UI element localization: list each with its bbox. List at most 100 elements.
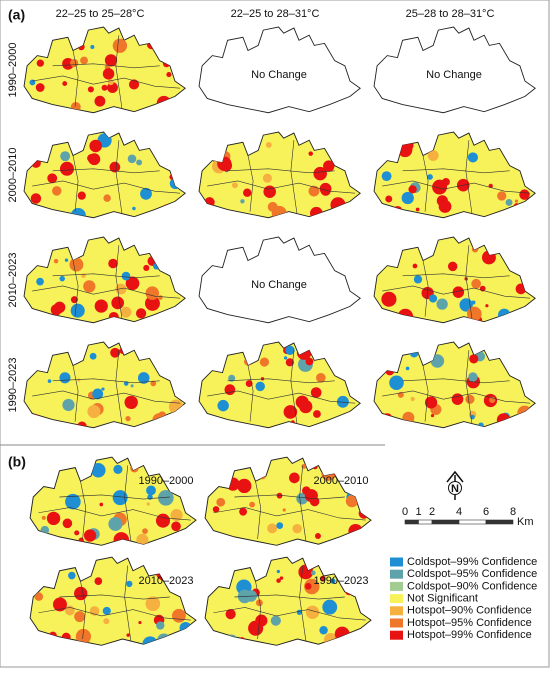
map bbox=[204, 556, 372, 646]
hotspot-patch bbox=[481, 250, 496, 265]
hotspot-patch bbox=[47, 173, 58, 184]
district-line bbox=[32, 390, 181, 404]
hotspot-patch bbox=[52, 186, 62, 196]
scale-unit: Km bbox=[517, 516, 534, 528]
hotspot-patch bbox=[323, 160, 335, 172]
scale-segment bbox=[431, 519, 460, 525]
district-line bbox=[72, 365, 79, 422]
hotspot-patch bbox=[507, 210, 515, 217]
district-line bbox=[213, 507, 366, 521]
district-line bbox=[80, 481, 87, 540]
hotspot-patch bbox=[471, 300, 476, 305]
hotspot-patch bbox=[136, 533, 149, 546]
hotspot-patch bbox=[224, 384, 236, 396]
hotspot-patch bbox=[401, 191, 414, 205]
hotspot-patch bbox=[94, 95, 106, 107]
scale-segment bbox=[485, 519, 514, 525]
hotspot-patch bbox=[28, 417, 40, 428]
scale-tick-label: 4 bbox=[456, 506, 462, 518]
hotspot-patch bbox=[302, 486, 311, 495]
hotspot-patch bbox=[257, 471, 267, 480]
map bbox=[373, 131, 536, 219]
district-line bbox=[247, 365, 254, 422]
hotspot-patch bbox=[29, 79, 36, 86]
hotspot-patch bbox=[89, 139, 102, 153]
hotspot-patch bbox=[237, 478, 252, 494]
hotspot-patch bbox=[126, 580, 133, 588]
hotspot-patch bbox=[53, 258, 59, 264]
hotspot-patch bbox=[316, 372, 326, 383]
hotspot-patch bbox=[381, 353, 395, 368]
hotspot-patch bbox=[29, 141, 45, 156]
hotspot-patch bbox=[140, 187, 152, 200]
hotspot-patch bbox=[436, 298, 448, 310]
hotspot-patch bbox=[62, 398, 75, 412]
hotspot-patch bbox=[101, 387, 105, 391]
hotspot-patch bbox=[382, 416, 389, 423]
hotspot-patch bbox=[255, 614, 268, 627]
hotspot-patch bbox=[91, 463, 106, 478]
hotspot-patch bbox=[519, 189, 530, 200]
hotspot-patch bbox=[161, 134, 176, 149]
hotspot-patch bbox=[170, 509, 183, 522]
hotspot-patch bbox=[276, 492, 283, 499]
map-period-label: 2010–2023 bbox=[138, 575, 193, 587]
hotspot-patch bbox=[172, 608, 186, 623]
scale-segment bbox=[418, 519, 433, 525]
hotspot-patch bbox=[289, 472, 300, 484]
hotspot-patch bbox=[113, 464, 123, 474]
patches bbox=[40, 463, 188, 546]
hotspot-patch bbox=[36, 59, 44, 67]
district-line bbox=[72, 50, 79, 107]
hotspot-patch bbox=[87, 86, 94, 93]
hotspot-patch bbox=[255, 599, 263, 607]
hotspot-patch bbox=[172, 560, 187, 575]
hotspot-patch bbox=[40, 525, 50, 535]
hotspot-patch bbox=[465, 394, 475, 404]
hotspot-patch bbox=[44, 360, 50, 366]
district-line bbox=[402, 378, 510, 384]
hotspot-patch bbox=[240, 199, 245, 204]
hotspot-patch bbox=[128, 79, 140, 90]
hotspot-patch bbox=[125, 276, 140, 291]
hotspot-patch bbox=[124, 395, 138, 410]
hotspot-patch bbox=[319, 625, 328, 635]
hotspot-patch bbox=[385, 195, 393, 203]
hotspot-patch bbox=[503, 250, 510, 257]
hotspot-patch bbox=[410, 396, 415, 402]
hotspot-patch bbox=[102, 68, 115, 80]
hotspot-patch bbox=[102, 606, 111, 615]
hotspot-patch bbox=[243, 188, 252, 197]
north-circle bbox=[448, 481, 462, 495]
map bbox=[204, 456, 372, 546]
hotspot-patch bbox=[158, 490, 174, 506]
hotspot-patch bbox=[298, 564, 314, 580]
hotspot-patch bbox=[336, 395, 349, 408]
hotspot-patch bbox=[305, 605, 320, 619]
hotspot-patch bbox=[137, 372, 150, 384]
hotspot-patch bbox=[398, 143, 403, 148]
legend-swatch bbox=[390, 594, 403, 604]
hotspot-patch bbox=[322, 599, 338, 615]
hotspot-patch bbox=[83, 529, 97, 542]
hotspot-patch bbox=[401, 139, 414, 152]
district-line bbox=[382, 180, 531, 194]
hotspot-patch bbox=[162, 140, 168, 146]
legend-label: Hotspot–95% Confidence bbox=[407, 617, 532, 629]
hotspot-patch bbox=[415, 207, 420, 212]
row-label: 1990–2023 bbox=[7, 357, 19, 412]
hotspot-patch bbox=[59, 161, 74, 176]
hotspot-patch bbox=[30, 193, 42, 204]
hotspot-patch bbox=[216, 497, 226, 507]
hotspot-patch bbox=[119, 347, 127, 354]
hotspot-patch bbox=[110, 347, 121, 358]
hotspot-patch bbox=[146, 485, 156, 496]
district-line bbox=[52, 378, 160, 384]
map bbox=[23, 26, 186, 114]
district-line bbox=[422, 155, 429, 212]
hotspot-patch bbox=[87, 404, 101, 419]
hotspot-patch bbox=[103, 618, 110, 625]
hotspot-patch bbox=[282, 508, 286, 512]
hotspot-patch bbox=[59, 372, 71, 384]
